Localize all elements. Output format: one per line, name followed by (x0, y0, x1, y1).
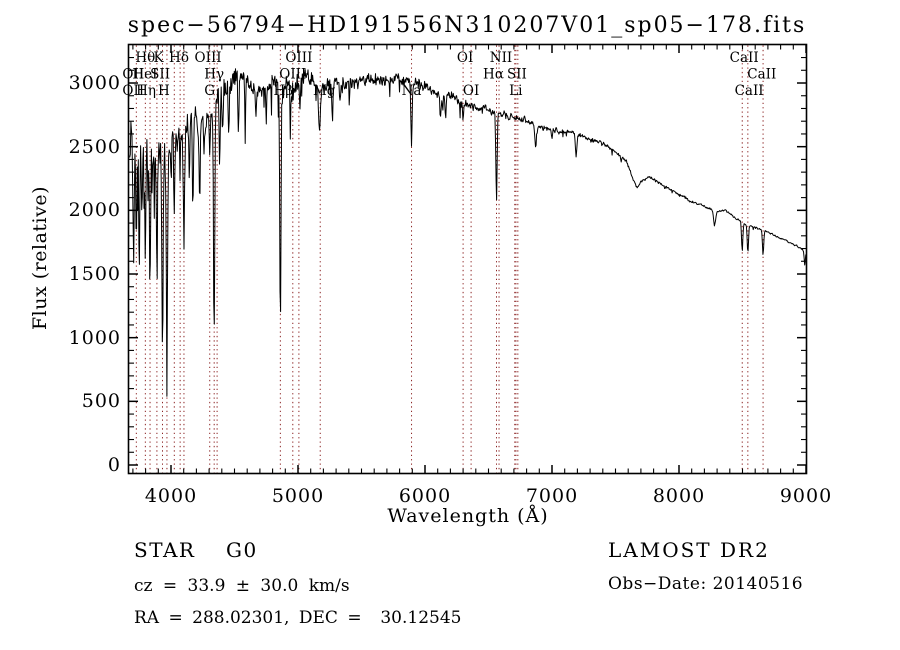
spectral-line-label: Hα (483, 67, 504, 83)
spectral-line-label: OI (463, 83, 479, 99)
object-subclass-label: G0 (226, 538, 258, 562)
spectral-line-label: CaII (747, 67, 776, 83)
y-tick-label: 3000 (68, 72, 121, 94)
spectral-line-label: Hδ (169, 50, 189, 66)
y-tick-label: 0 (107, 454, 121, 476)
radial-velocity-text: cz = 33.9 ± 30.0 km/s (134, 576, 350, 596)
x-axis-label: Wavelength (Å) (387, 505, 549, 527)
x-tick-label: 6000 (398, 485, 452, 507)
spectral-line-label: H (158, 83, 170, 99)
page-title: spec−56794−HD191556N310207V01_sp05−178.f… (127, 13, 807, 38)
y-tick-label: 2500 (68, 135, 121, 158)
x-tick-label: 4000 (144, 485, 198, 507)
x-tick-label: 8000 (652, 485, 706, 507)
spectral-line-label: SII (150, 67, 170, 83)
spectral-line-label: Na (402, 83, 422, 99)
obs-date-text: Obs−Date: 20140516 (608, 574, 804, 594)
y-tick-label: 1500 (68, 263, 121, 285)
x-tick-label: 7000 (525, 485, 579, 507)
y-tick-label: 500 (81, 390, 121, 413)
spectral-line-label: NII (490, 50, 512, 66)
plot-frame (127, 43, 808, 475)
x-tick-label: 9000 (779, 485, 833, 507)
y-tick-label: 1000 (68, 326, 121, 349)
spectral-line-label: G (204, 83, 215, 99)
x-tick-label: 5000 (271, 485, 325, 507)
spectral-line-label: SII (507, 67, 527, 83)
survey-release-label: LAMOST DR2 (608, 538, 770, 562)
spectral-line-label: Hγ (204, 67, 224, 83)
spectral-line-label: OIII (195, 50, 222, 66)
spectral-line-label: OIII (285, 50, 312, 66)
spectral-line-label: OI (457, 50, 473, 66)
y-tick-label: 2000 (68, 199, 121, 222)
spectral-line-label: Hη (136, 83, 156, 99)
ra-dec-text: RA = 288.02301, DEC = 30.12545 (134, 608, 462, 628)
spectral-line-label: Li (509, 83, 523, 99)
spectral-line-label: CaII (730, 50, 759, 66)
spectral-line-label: K (153, 50, 164, 66)
spectral-line-label: Hθ (135, 50, 155, 66)
spectral-line-label: CaII (735, 83, 764, 99)
object-class-label: STAR (134, 538, 196, 562)
spectrum-trace (129, 68, 807, 397)
spectral-line-label: HeI (132, 67, 157, 83)
